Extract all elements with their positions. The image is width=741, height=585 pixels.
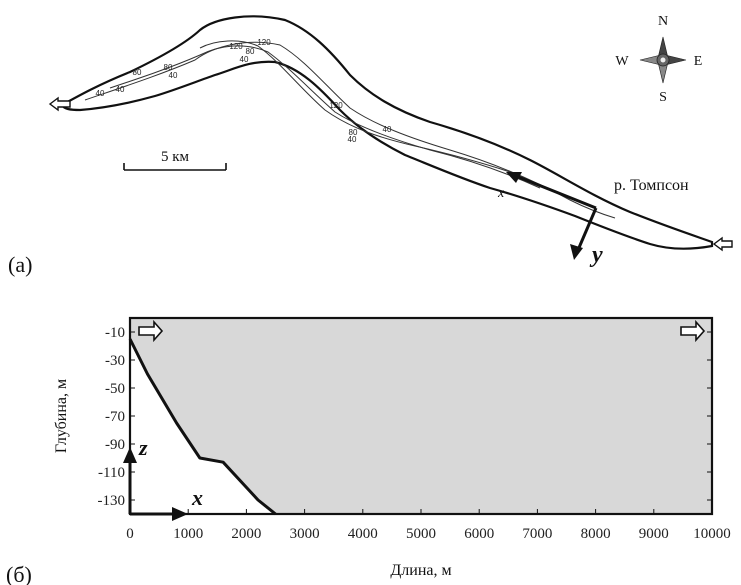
map-axis-y-label: y	[589, 242, 603, 268]
river-label: р. Томпсон	[614, 177, 689, 194]
contour-depth-label: 40	[96, 89, 105, 98]
y-tick-label: -130	[98, 493, 126, 509]
x-tick-label: 6000	[464, 526, 494, 542]
contour-depth-label: 40	[348, 135, 357, 144]
scale-bar-label: 5 км	[161, 149, 190, 165]
compass-e: E	[694, 54, 703, 69]
plot-frame	[128, 316, 714, 516]
profile-axis-x-label: x	[191, 485, 203, 510]
profile-axes: z x	[123, 435, 203, 521]
y-tick-label: -110	[98, 465, 125, 481]
contour-depth-label: 80	[133, 68, 142, 77]
x-tick-label: 8000	[581, 526, 611, 542]
x-tick-label: 0	[126, 526, 134, 542]
contour-depth-label: 120	[329, 101, 343, 110]
x-tick-label: 10000	[693, 526, 731, 542]
y-tick-label: -10	[105, 325, 125, 341]
contour-120	[199, 40, 511, 173]
compass-s: S	[659, 90, 667, 105]
inflow-arrow-icon	[712, 236, 733, 252]
map-axis-x-label: x	[497, 186, 505, 201]
water-area	[130, 318, 712, 514]
x-tick-label: 5000	[406, 526, 436, 542]
bottom-profile-line	[128, 338, 277, 516]
contour-depth-label: 80	[164, 63, 173, 72]
flow-arrow-left-icon	[138, 319, 164, 343]
x-tick-label: 2000	[231, 526, 261, 542]
y-tick-label: -90	[105, 437, 125, 453]
profile-axis-z-label: z	[138, 435, 148, 460]
contour-80	[109, 45, 541, 189]
compass-w: W	[615, 54, 629, 69]
panel-b-label: (б)	[6, 562, 32, 585]
contour-depth-label: 40	[383, 125, 392, 134]
panel-a-label: (a)	[8, 252, 32, 277]
x-axis-title: Длина, м	[390, 562, 451, 579]
contour-depth-label: 40	[116, 85, 125, 94]
y-tick-label: -70	[105, 409, 125, 425]
x-tick-label: 9000	[639, 526, 669, 542]
scale-bar: 5 км	[123, 149, 227, 171]
y-tick-label: -30	[105, 353, 125, 369]
y-axis-title: Глубина, м	[53, 379, 70, 453]
x-tick-label: 4000	[348, 526, 378, 542]
contour-depth-label: 80	[349, 128, 358, 137]
outflow-arrow-icon	[48, 96, 71, 112]
contour-depth-label: 40	[169, 71, 178, 80]
panel-b: 0 1000 2000 3000 4000 5000 6000 7000 8000 9000 100…	[6, 316, 731, 585]
contour-depth-label: 120	[229, 42, 243, 51]
x-tick-label: 3000	[290, 526, 320, 542]
compass-icon: N S W E	[615, 14, 702, 105]
contour-depth-label: 80	[246, 47, 255, 56]
x-tick-label: 1000	[173, 526, 203, 542]
contour-depth-label: 40	[240, 55, 249, 64]
y-tick-label: -50	[105, 381, 125, 397]
map-axes: x y	[497, 172, 603, 268]
compass-n: N	[658, 14, 668, 29]
contour-depth-label: 120	[257, 38, 271, 47]
x-tick-label: 7000	[522, 526, 552, 542]
flow-arrow-right-icon	[680, 319, 706, 343]
